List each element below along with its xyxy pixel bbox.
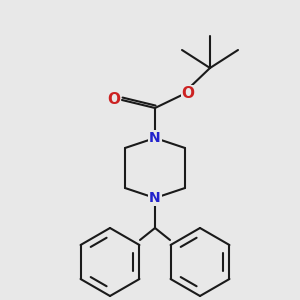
- Text: N: N: [149, 191, 161, 205]
- Text: O: O: [182, 85, 194, 100]
- Text: N: N: [149, 131, 161, 145]
- Text: O: O: [107, 92, 121, 107]
